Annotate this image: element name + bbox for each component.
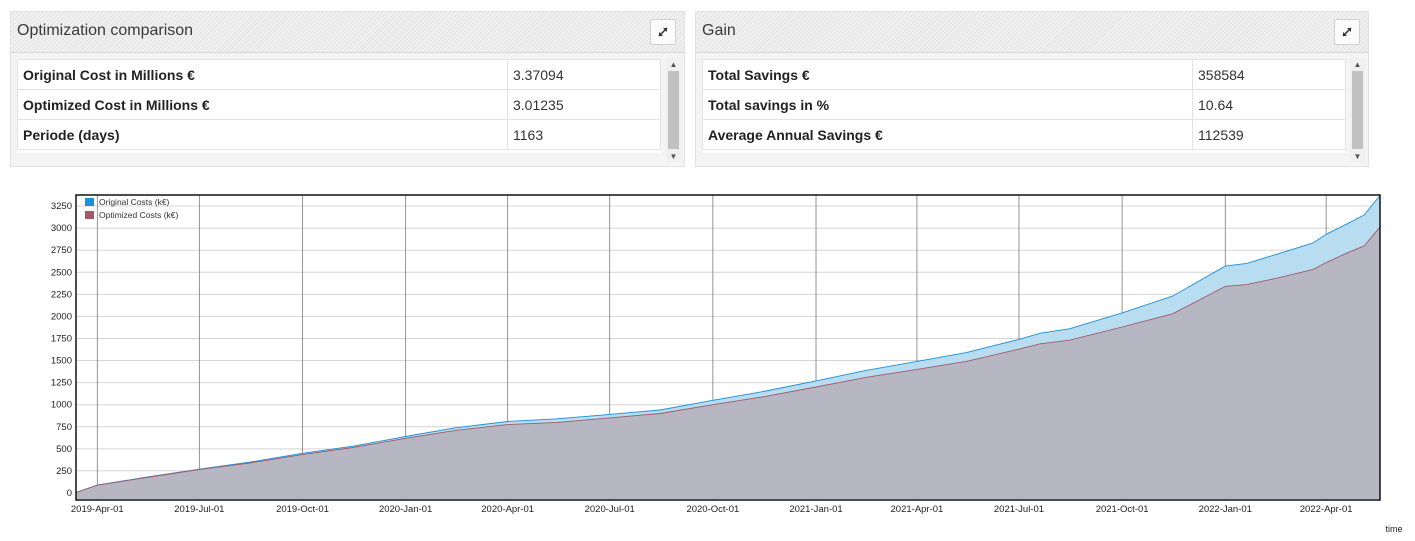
table-row: Average Annual Savings € 112539 [702,119,1346,150]
x-tick-label: 2019-Apr-01 [71,504,124,515]
row-label: Average Annual Savings € [702,119,1193,150]
x-tick-label: 2019-Oct-01 [276,504,329,515]
y-tick-label: 1750 [51,333,72,344]
series-line [75,195,1381,494]
table-row: Total Savings € 358584 [702,59,1346,90]
chart-legend: Original Costs (k€) Optimized Costs (k€) [85,197,179,220]
row-label: Total savings in % [702,89,1193,120]
row-value: 112539 [1192,119,1346,150]
x-tick-label: 2022-Jan-01 [1199,504,1252,515]
row-label: Total Savings € [702,59,1193,90]
legend-label: Optimized Costs (k€) [99,210,179,220]
scroll-up-arrow-icon[interactable]: ▲ [1353,59,1362,69]
comparison-table: Original Cost in Millions € 3.37094 Opti… [17,59,661,153]
x-tick-label: 2021-Jan-01 [789,504,842,515]
expand-button[interactable] [650,19,676,45]
vertical-scrollbar[interactable]: ▲ ▼ [1350,58,1365,162]
expand-button[interactable] [1334,19,1360,45]
y-tick-label: 2500 [51,267,72,278]
panel-title: Optimization comparison [17,22,194,39]
optimization-comparison-panel: Optimization comparison Original Cost in… [10,11,685,167]
series-line [75,226,1381,494]
scroll-thumb[interactable] [668,71,679,149]
y-tick-label: 2000 [51,311,72,322]
y-tick-label: 1000 [51,400,72,411]
y-tick-label: 0 [67,488,72,499]
row-value: 358584 [1192,59,1346,90]
x-tick-label: 2022-Apr-01 [1300,504,1353,515]
table-row: Original Cost in Millions € 3.37094 [17,59,661,90]
x-tick-label: 2021-Apr-01 [891,504,944,515]
scroll-up-arrow-icon[interactable]: ▲ [669,59,678,69]
y-tick-label: 2250 [51,289,72,300]
expand-icon [658,27,668,37]
panel-title: Gain [702,22,736,39]
row-label: Original Cost in Millions € [17,59,508,90]
x-axis-ticks: 2019-Apr-01 2019-Jul-01 2019-Oct-01 2020-Ja… [71,504,1353,515]
row-label: Periode (days) [17,119,508,150]
row-value: 3.01235 [507,89,661,120]
gain-panel: Gain Total Savings € 358584 Total saving… [695,11,1369,167]
table-row: Total savings in % 10.64 [702,89,1346,120]
plot-frame [75,194,1381,501]
gain-table: Total Savings € 358584 Total savings in … [702,59,1346,153]
y-tick-label: 2750 [51,245,72,256]
row-value: 3.37094 [507,59,661,90]
y-tick-label: 1250 [51,378,72,389]
row-label: Optimized Cost in Millions € [17,89,508,120]
y-tick-label: 750 [56,422,72,433]
x-tick-label: 2020-Oct-01 [686,504,739,515]
y-tick-label: 3000 [51,223,72,234]
y-tick-label: 1500 [51,356,72,367]
series-area [76,227,1380,499]
table-row: Periode (days) 1163 [17,119,661,150]
scroll-down-arrow-icon[interactable]: ▼ [669,151,678,161]
x-tick-label: 2020-Jul-01 [585,504,635,515]
scroll-down-arrow-icon[interactable]: ▼ [1353,151,1362,161]
panel-header: Optimization comparison [11,12,684,53]
legend-swatch [85,198,94,206]
legend-swatch [85,211,94,219]
row-value: 1163 [507,119,661,150]
x-tick-label: 2020-Apr-01 [481,504,534,515]
scroll-thumb[interactable] [1352,71,1363,149]
legend-label: Original Costs (k€) [99,197,170,207]
y-axis-ticks: 0 250 500 750 1000 1250 1500 1750 2000 2250 2500 27… [51,201,72,499]
y-tick-label: 500 [56,444,72,455]
cost-area-chart: 0 250 500 750 1000 1250 1500 1750 2000 2250 2500 27… [51,194,1403,534]
x-tick-label: 2019-Jul-01 [174,504,224,515]
chart-areas [75,195,1381,499]
x-tick-label: 2021-Oct-01 [1096,504,1149,515]
x-tick-label: 2020-Jan-01 [379,504,432,515]
x-axis-label: time [1385,524,1402,534]
panel-header: Gain [696,12,1368,53]
x-tick-label: 2021-Jul-01 [994,504,1044,515]
y-tick-label: 250 [56,466,72,477]
table-row: Optimized Cost in Millions € 3.01235 [17,89,661,120]
row-value: 10.64 [1192,89,1346,120]
expand-icon [1342,27,1352,37]
y-tick-label: 3250 [51,201,72,212]
vertical-scrollbar[interactable]: ▲ ▼ [666,58,681,162]
